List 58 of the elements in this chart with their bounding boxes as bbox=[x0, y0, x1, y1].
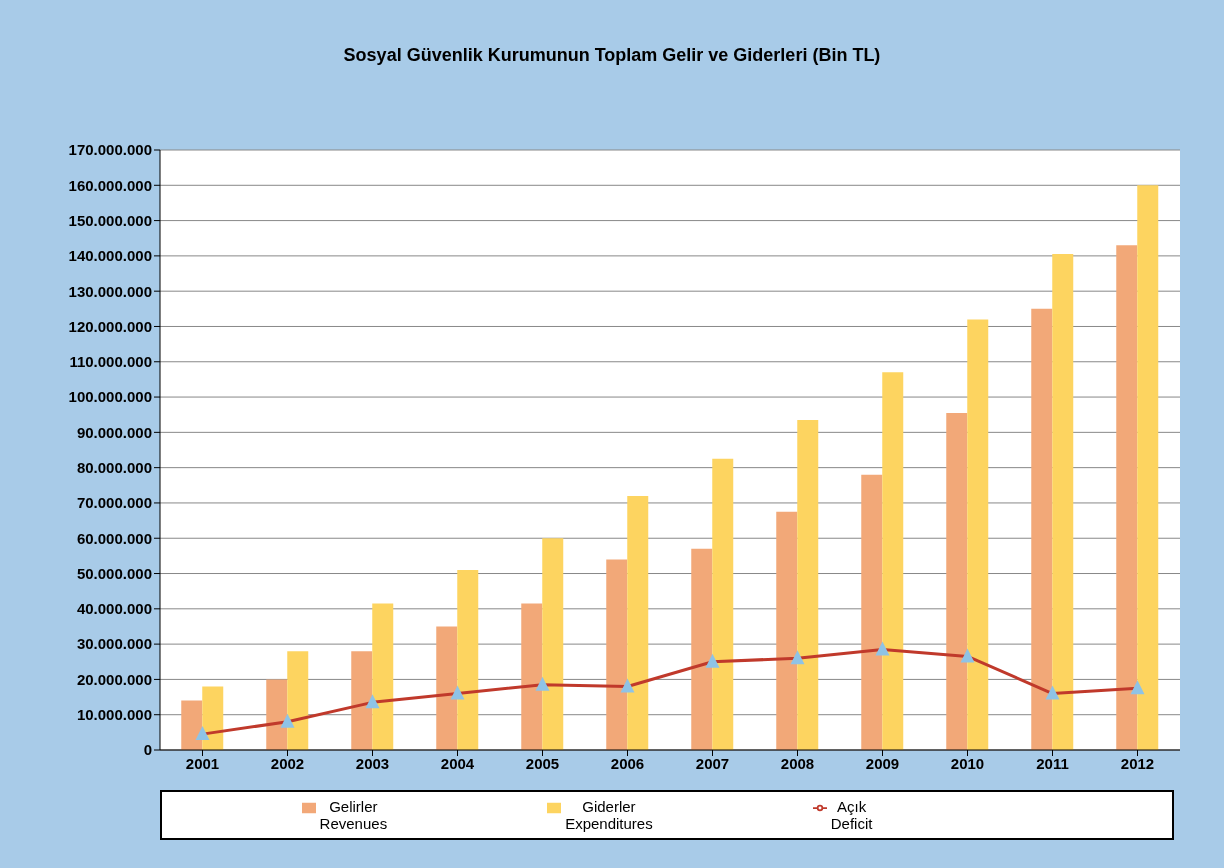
bar bbox=[542, 538, 564, 750]
y-tick-label: 100.000.000 bbox=[68, 388, 152, 406]
chart-title: Sosyal Güvenlik Kurumunun Toplam Gelir ve Giderleri (Bin TL) bbox=[342, 45, 882, 66]
y-tick-label: 140.000.000 bbox=[68, 247, 152, 265]
x-tick-label: 2012 bbox=[1120, 754, 1155, 772]
y-tick-label: 30.000.000 bbox=[76, 635, 152, 653]
y-tick-label: 0 bbox=[143, 741, 152, 759]
bar bbox=[1116, 245, 1138, 750]
bar bbox=[691, 548, 713, 750]
y-tick-label: 50.000.000 bbox=[76, 564, 152, 582]
x-tick-label: 2002 bbox=[270, 754, 305, 772]
y-tick-label: 40.000.000 bbox=[76, 600, 152, 618]
y-tick-label: 90.000.000 bbox=[76, 423, 152, 441]
bar bbox=[202, 686, 224, 750]
bar bbox=[606, 559, 628, 750]
bar bbox=[351, 651, 373, 750]
x-tick-label: 2007 bbox=[695, 754, 730, 772]
x-tick-label: 2004 bbox=[440, 754, 475, 772]
bar bbox=[1052, 254, 1074, 750]
x-tick-label: 2008 bbox=[780, 754, 815, 772]
bar bbox=[457, 570, 479, 750]
bar bbox=[181, 700, 203, 750]
x-tick-label: 2003 bbox=[355, 754, 390, 772]
y-tick-label: 150.000.000 bbox=[68, 211, 152, 229]
x-tick-label: 2009 bbox=[865, 754, 900, 772]
bar bbox=[266, 679, 288, 750]
bar bbox=[1137, 185, 1159, 750]
y-tick-label: 170.000.000 bbox=[68, 141, 152, 159]
x-tick-label: 2001 bbox=[185, 754, 220, 772]
bar bbox=[946, 412, 968, 750]
bar bbox=[372, 603, 394, 750]
bar bbox=[712, 458, 734, 750]
legend-label: Açık Deficit bbox=[830, 798, 873, 832]
bar bbox=[776, 511, 798, 750]
y-tick-label: 110.000.000 bbox=[69, 353, 152, 371]
x-tick-label: 2010 bbox=[950, 754, 985, 772]
y-tick-label: 120.000.000 bbox=[68, 317, 152, 335]
bar bbox=[967, 319, 989, 750]
bar bbox=[521, 603, 543, 750]
y-tick-label: 20.000.000 bbox=[76, 670, 152, 688]
y-tick-label: 80.000.000 bbox=[76, 458, 152, 476]
bar bbox=[797, 420, 819, 750]
legend-label: Giderler Expenditures bbox=[565, 798, 653, 832]
x-tick-label: 2006 bbox=[610, 754, 645, 772]
y-tick-label: 160.000.000 bbox=[68, 176, 152, 194]
bar bbox=[861, 474, 883, 750]
bar bbox=[882, 372, 904, 750]
bar bbox=[287, 651, 309, 750]
bar bbox=[627, 495, 649, 750]
x-tick-label: 2011 bbox=[1036, 754, 1069, 772]
y-tick-label: 10.000.000 bbox=[76, 706, 152, 724]
y-tick-label: 60.000.000 bbox=[76, 529, 152, 547]
y-tick-label: 130.000.000 bbox=[68, 282, 152, 300]
legend-label: Gelirler Revenues bbox=[319, 798, 388, 832]
bar bbox=[1031, 308, 1053, 750]
x-tick-label: 2005 bbox=[525, 754, 560, 772]
y-tick-label: 70.000.000 bbox=[76, 494, 152, 512]
bar bbox=[436, 626, 458, 750]
